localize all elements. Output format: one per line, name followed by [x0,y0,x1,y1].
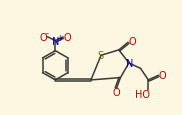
Text: O: O [40,33,48,42]
Text: O: O [159,70,166,80]
Text: HO: HO [135,89,150,99]
Text: O: O [113,88,120,97]
Text: O: O [128,37,136,47]
Text: -: - [45,29,48,38]
Text: N: N [52,36,60,46]
Text: O: O [63,33,71,42]
Text: N: N [126,58,133,68]
Text: +: + [56,34,62,43]
Text: S: S [97,51,103,61]
